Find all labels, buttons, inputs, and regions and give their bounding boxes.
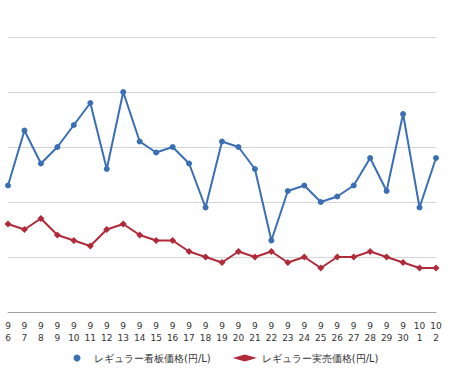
svg-text:9: 9 — [71, 321, 77, 331]
svg-text:9: 9 — [219, 321, 225, 331]
svg-text:16: 16 — [167, 333, 179, 343]
svg-text:9: 9 — [236, 321, 242, 331]
svg-text:21: 21 — [249, 333, 260, 343]
svg-text:25: 25 — [315, 333, 326, 343]
svg-text:レギュラー実売価格(円/L): レギュラー実売価格(円/L) — [262, 353, 379, 364]
svg-text:10: 10 — [414, 321, 426, 331]
svg-text:30: 30 — [397, 333, 409, 343]
svg-text:9: 9 — [367, 321, 373, 331]
svg-text:9: 9 — [170, 321, 176, 331]
svg-text:19: 19 — [216, 333, 228, 343]
svg-text:8: 8 — [38, 333, 44, 343]
svg-text:9: 9 — [384, 321, 390, 331]
svg-text:10: 10 — [68, 333, 80, 343]
svg-text:9: 9 — [55, 321, 61, 331]
svg-text:2: 2 — [433, 333, 439, 343]
svg-text:9: 9 — [203, 321, 209, 331]
svg-text:12: 12 — [101, 333, 112, 343]
svg-text:28: 28 — [364, 333, 376, 343]
svg-text:9: 9 — [120, 321, 126, 331]
svg-text:9: 9 — [186, 321, 192, 331]
svg-text:9: 9 — [22, 321, 28, 331]
svg-text:1: 1 — [417, 333, 423, 343]
svg-text:29: 29 — [381, 333, 393, 343]
svg-text:9: 9 — [301, 321, 307, 331]
svg-text:24: 24 — [299, 333, 311, 343]
svg-text:14: 14 — [134, 333, 146, 343]
svg-text:11: 11 — [85, 333, 96, 343]
svg-text:7: 7 — [22, 333, 28, 343]
svg-text:20: 20 — [233, 333, 245, 343]
svg-text:23: 23 — [282, 333, 293, 343]
svg-text:9: 9 — [5, 321, 11, 331]
svg-text:18: 18 — [200, 333, 212, 343]
svg-text:17: 17 — [183, 333, 194, 343]
svg-text:9: 9 — [252, 321, 258, 331]
svg-text:9: 9 — [153, 321, 159, 331]
svg-text:9: 9 — [104, 321, 110, 331]
svg-text:15: 15 — [150, 333, 161, 343]
svg-text:9: 9 — [285, 321, 291, 331]
svg-text:9: 9 — [55, 333, 61, 343]
svg-text:10: 10 — [430, 321, 442, 331]
svg-text:9: 9 — [318, 321, 324, 331]
svg-text:27: 27 — [348, 333, 359, 343]
svg-text:9: 9 — [351, 321, 357, 331]
svg-text:9: 9 — [269, 321, 275, 331]
svg-text:9: 9 — [87, 321, 93, 331]
svg-text:9: 9 — [137, 321, 143, 331]
svg-text:レギュラー看板価格(円/L): レギュラー看板価格(円/L) — [94, 353, 211, 364]
svg-text:13: 13 — [118, 333, 129, 343]
svg-text:9: 9 — [400, 321, 406, 331]
svg-text:26: 26 — [332, 333, 344, 343]
svg-text:6: 6 — [5, 333, 11, 343]
svg-text:9: 9 — [334, 321, 340, 331]
svg-text:22: 22 — [266, 333, 277, 343]
svg-text:9: 9 — [38, 321, 44, 331]
